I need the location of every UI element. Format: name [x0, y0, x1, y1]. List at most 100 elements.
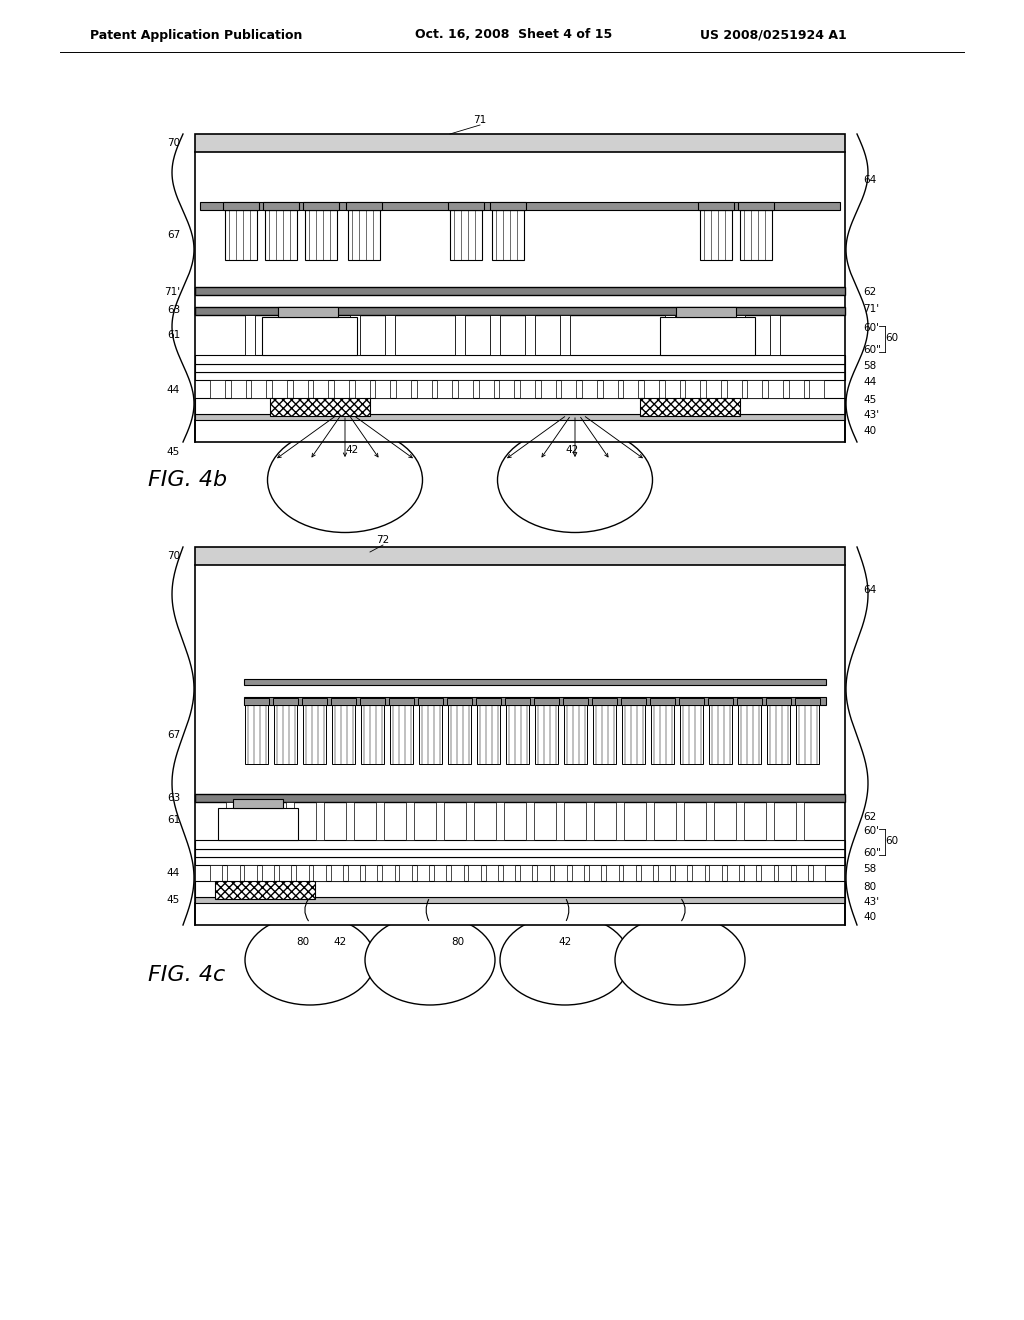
Text: 42: 42 — [334, 937, 347, 946]
Text: US 2008/0251924 A1: US 2008/0251924 A1 — [700, 29, 847, 41]
Bar — [490, 202, 526, 210]
Bar — [305, 210, 337, 260]
Bar — [226, 803, 234, 840]
Bar — [492, 210, 524, 260]
Bar — [244, 697, 826, 705]
Text: 42: 42 — [558, 937, 571, 946]
Bar — [709, 705, 731, 764]
Bar — [316, 803, 324, 840]
Bar — [738, 705, 761, 764]
Bar — [419, 705, 441, 764]
Bar — [360, 698, 385, 705]
Bar — [293, 380, 307, 399]
Bar — [195, 898, 845, 903]
Text: 60": 60" — [863, 345, 881, 355]
Bar — [606, 865, 618, 880]
Text: 45: 45 — [863, 395, 877, 405]
Bar — [622, 705, 645, 764]
Bar — [563, 698, 588, 705]
Bar — [561, 380, 577, 399]
Bar — [195, 546, 845, 565]
Bar — [274, 705, 297, 764]
Bar — [748, 380, 762, 399]
Bar — [621, 698, 645, 705]
Text: 60': 60' — [863, 826, 879, 836]
Text: 45: 45 — [167, 895, 180, 906]
Bar — [262, 865, 274, 880]
Bar — [313, 865, 326, 880]
Bar — [646, 803, 654, 840]
Bar — [348, 865, 360, 880]
Bar — [244, 698, 268, 705]
Bar — [698, 202, 734, 210]
Bar — [556, 803, 564, 840]
Bar — [265, 210, 297, 260]
Bar — [296, 865, 308, 880]
Bar — [679, 698, 703, 705]
Text: 80: 80 — [452, 937, 465, 946]
Bar — [195, 840, 845, 849]
Bar — [455, 315, 465, 355]
Bar — [809, 380, 824, 399]
Bar — [692, 865, 705, 880]
Bar — [520, 865, 532, 880]
Bar — [195, 399, 845, 414]
Bar — [766, 803, 774, 840]
Bar — [761, 865, 773, 880]
Bar — [571, 865, 584, 880]
Bar — [233, 799, 283, 808]
Bar — [263, 202, 299, 210]
Bar — [624, 380, 638, 399]
Bar — [657, 865, 670, 880]
Ellipse shape — [365, 915, 495, 1005]
Bar — [346, 803, 354, 840]
Bar — [332, 705, 354, 764]
Bar — [624, 865, 636, 880]
Bar — [535, 705, 558, 764]
Bar — [740, 210, 772, 260]
Bar — [279, 865, 291, 880]
Bar — [303, 705, 326, 764]
Bar — [227, 865, 240, 880]
Bar — [560, 315, 570, 355]
Bar — [736, 803, 744, 840]
Text: 42: 42 — [345, 445, 358, 455]
Bar — [708, 698, 732, 705]
Bar — [644, 380, 658, 399]
Text: 60': 60' — [863, 323, 879, 333]
Bar — [468, 865, 480, 880]
Text: 44: 44 — [167, 869, 180, 878]
Text: 60: 60 — [885, 836, 898, 846]
Text: 67: 67 — [167, 730, 180, 741]
Bar — [200, 202, 840, 210]
Bar — [665, 380, 680, 399]
Bar — [230, 380, 246, 399]
Bar — [195, 880, 845, 898]
Bar — [593, 705, 615, 764]
Text: 71': 71' — [164, 286, 180, 297]
Bar — [270, 399, 370, 416]
Bar — [700, 210, 732, 260]
Text: 70: 70 — [167, 550, 180, 561]
Ellipse shape — [500, 915, 630, 1005]
Bar — [503, 865, 515, 880]
Text: FIG. 4b: FIG. 4b — [148, 470, 227, 490]
Bar — [477, 705, 500, 764]
Bar — [466, 803, 474, 840]
Text: Oct. 16, 2008  Sheet 4 of 15: Oct. 16, 2008 Sheet 4 of 15 — [415, 29, 612, 41]
Bar — [651, 705, 674, 764]
Bar — [273, 698, 298, 705]
Text: FIG. 4c: FIG. 4c — [148, 965, 225, 985]
Bar — [641, 865, 653, 880]
Text: 80: 80 — [863, 882, 877, 892]
Bar — [385, 315, 395, 355]
Bar — [520, 380, 535, 399]
Bar — [554, 865, 567, 880]
Bar — [302, 698, 327, 705]
Bar — [796, 705, 818, 764]
Text: 61: 61 — [167, 330, 180, 341]
Bar — [526, 803, 534, 840]
Bar — [350, 315, 360, 355]
Bar — [390, 705, 413, 764]
Bar — [195, 795, 845, 803]
